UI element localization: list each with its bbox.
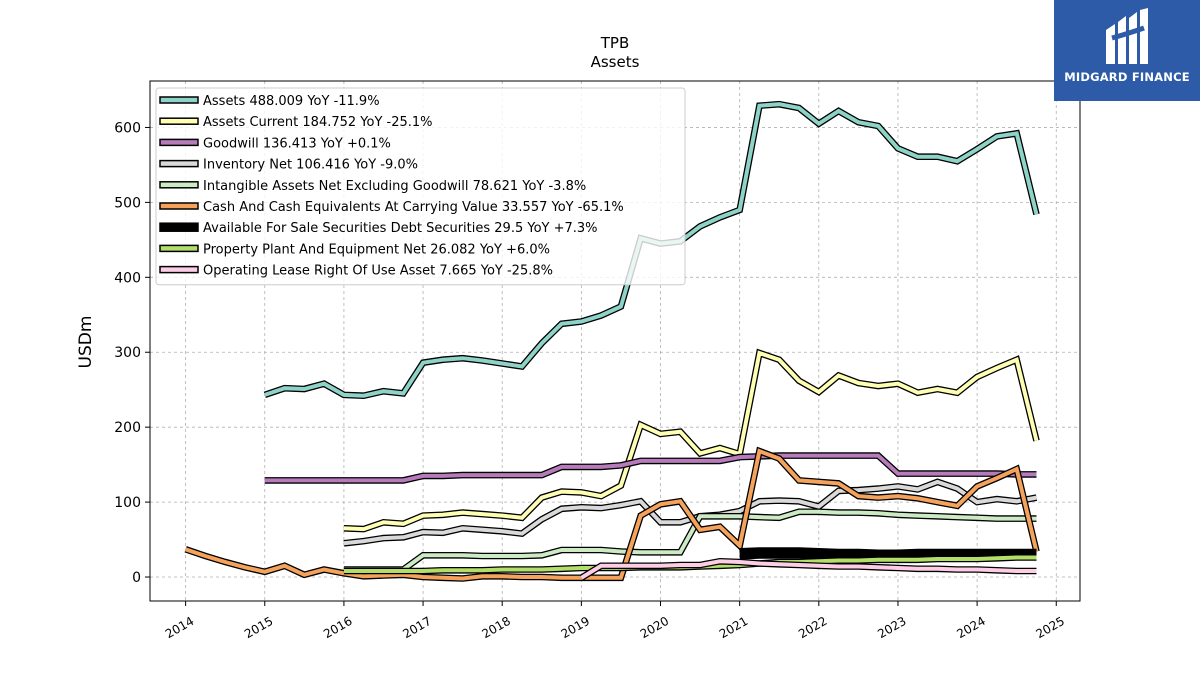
series-2 (264, 452, 1037, 484)
series-4 (343, 508, 1037, 573)
legend-label: Assets Current 184.752 YoY -25.1% (203, 115, 433, 130)
plot-frame (149, 80, 1081, 602)
x-axis: 2014 2015 2016 2017 2018 2019 2020 2021 2022 2023… (163, 601, 1067, 641)
legend-swatch (159, 202, 199, 210)
legend-label: Operating Lease Right Of Use Asset 7.665… (203, 264, 553, 279)
x-tick-label: 2023 (875, 614, 908, 641)
chart-title: TPB (600, 34, 630, 52)
y-tick-label: 0 (132, 570, 141, 586)
y-tick-label: 600 (114, 120, 141, 136)
x-tick-label: 2022 (796, 614, 829, 641)
y-tick-label: 100 (114, 495, 141, 511)
legend-label: Property Plant And Equipment Net 26.082 … (203, 242, 550, 257)
logo-mark-icon (1106, 8, 1148, 64)
legend-swatch (159, 222, 199, 232)
series-line (343, 350, 1039, 532)
series-line (264, 453, 1037, 483)
legend-swatch (159, 117, 199, 125)
x-tick-label: 2019 (559, 614, 592, 641)
x-tick-label: 2020 (638, 614, 671, 641)
legend-label: Goodwill 136.413 YoY +0.1% (203, 136, 391, 151)
legend-label: Cash And Cash Equivalents At Carrying Va… (203, 200, 624, 215)
x-tick-label: 2018 (479, 614, 512, 641)
brand-logo: MIDGARD FINANCE (1054, 0, 1200, 101)
legend-label: Inventory Net 106.416 YoY -9.0% (203, 158, 418, 173)
y-tick-label: 400 (114, 270, 141, 286)
legend: Assets 488.009 YoY -11.9% Assets Current … (155, 87, 686, 286)
legend-label: Intangible Assets Net Excluding Goodwill… (203, 179, 586, 194)
legend-swatch (159, 265, 199, 274)
legend-swatch (159, 138, 199, 147)
legend-label: Assets 488.009 YoY -11.9% (203, 94, 380, 109)
y-tick-label: 200 (114, 420, 141, 436)
series-1 (343, 348, 1040, 533)
logo-text: MIDGARD FINANCE (1064, 70, 1190, 84)
chart-subtitle: Assets (591, 53, 640, 71)
x-tick-label: 2015 (242, 614, 275, 641)
series-8 (579, 557, 1037, 581)
x-tick-label: 2025 (1034, 614, 1067, 641)
legend-swatch (159, 181, 199, 189)
y-tick-label: 300 (114, 345, 141, 361)
series-line (343, 509, 1037, 572)
legend-swatch (159, 159, 199, 168)
series-line (184, 448, 1039, 581)
y-axis-label: USDm (76, 316, 96, 369)
x-tick-label: 2017 (400, 614, 433, 641)
legend-box (155, 87, 686, 286)
x-tick-label: 2014 (163, 614, 196, 641)
series-line (739, 548, 1037, 560)
x-tick-label: 2021 (717, 614, 750, 641)
series-6 (739, 547, 1037, 562)
x-tick-label: 2024 (954, 614, 987, 641)
x-tick-label: 2016 (321, 614, 354, 641)
series-5 (184, 446, 1040, 582)
y-axis: 0 100 200 300 400 500 600 (114, 120, 150, 586)
y-tick-label: 500 (114, 195, 141, 211)
legend-label: Available For Sale Securities Debt Secur… (203, 221, 598, 236)
legend-swatch (159, 96, 199, 104)
legend-swatch (159, 244, 199, 253)
series-line (580, 559, 1037, 580)
